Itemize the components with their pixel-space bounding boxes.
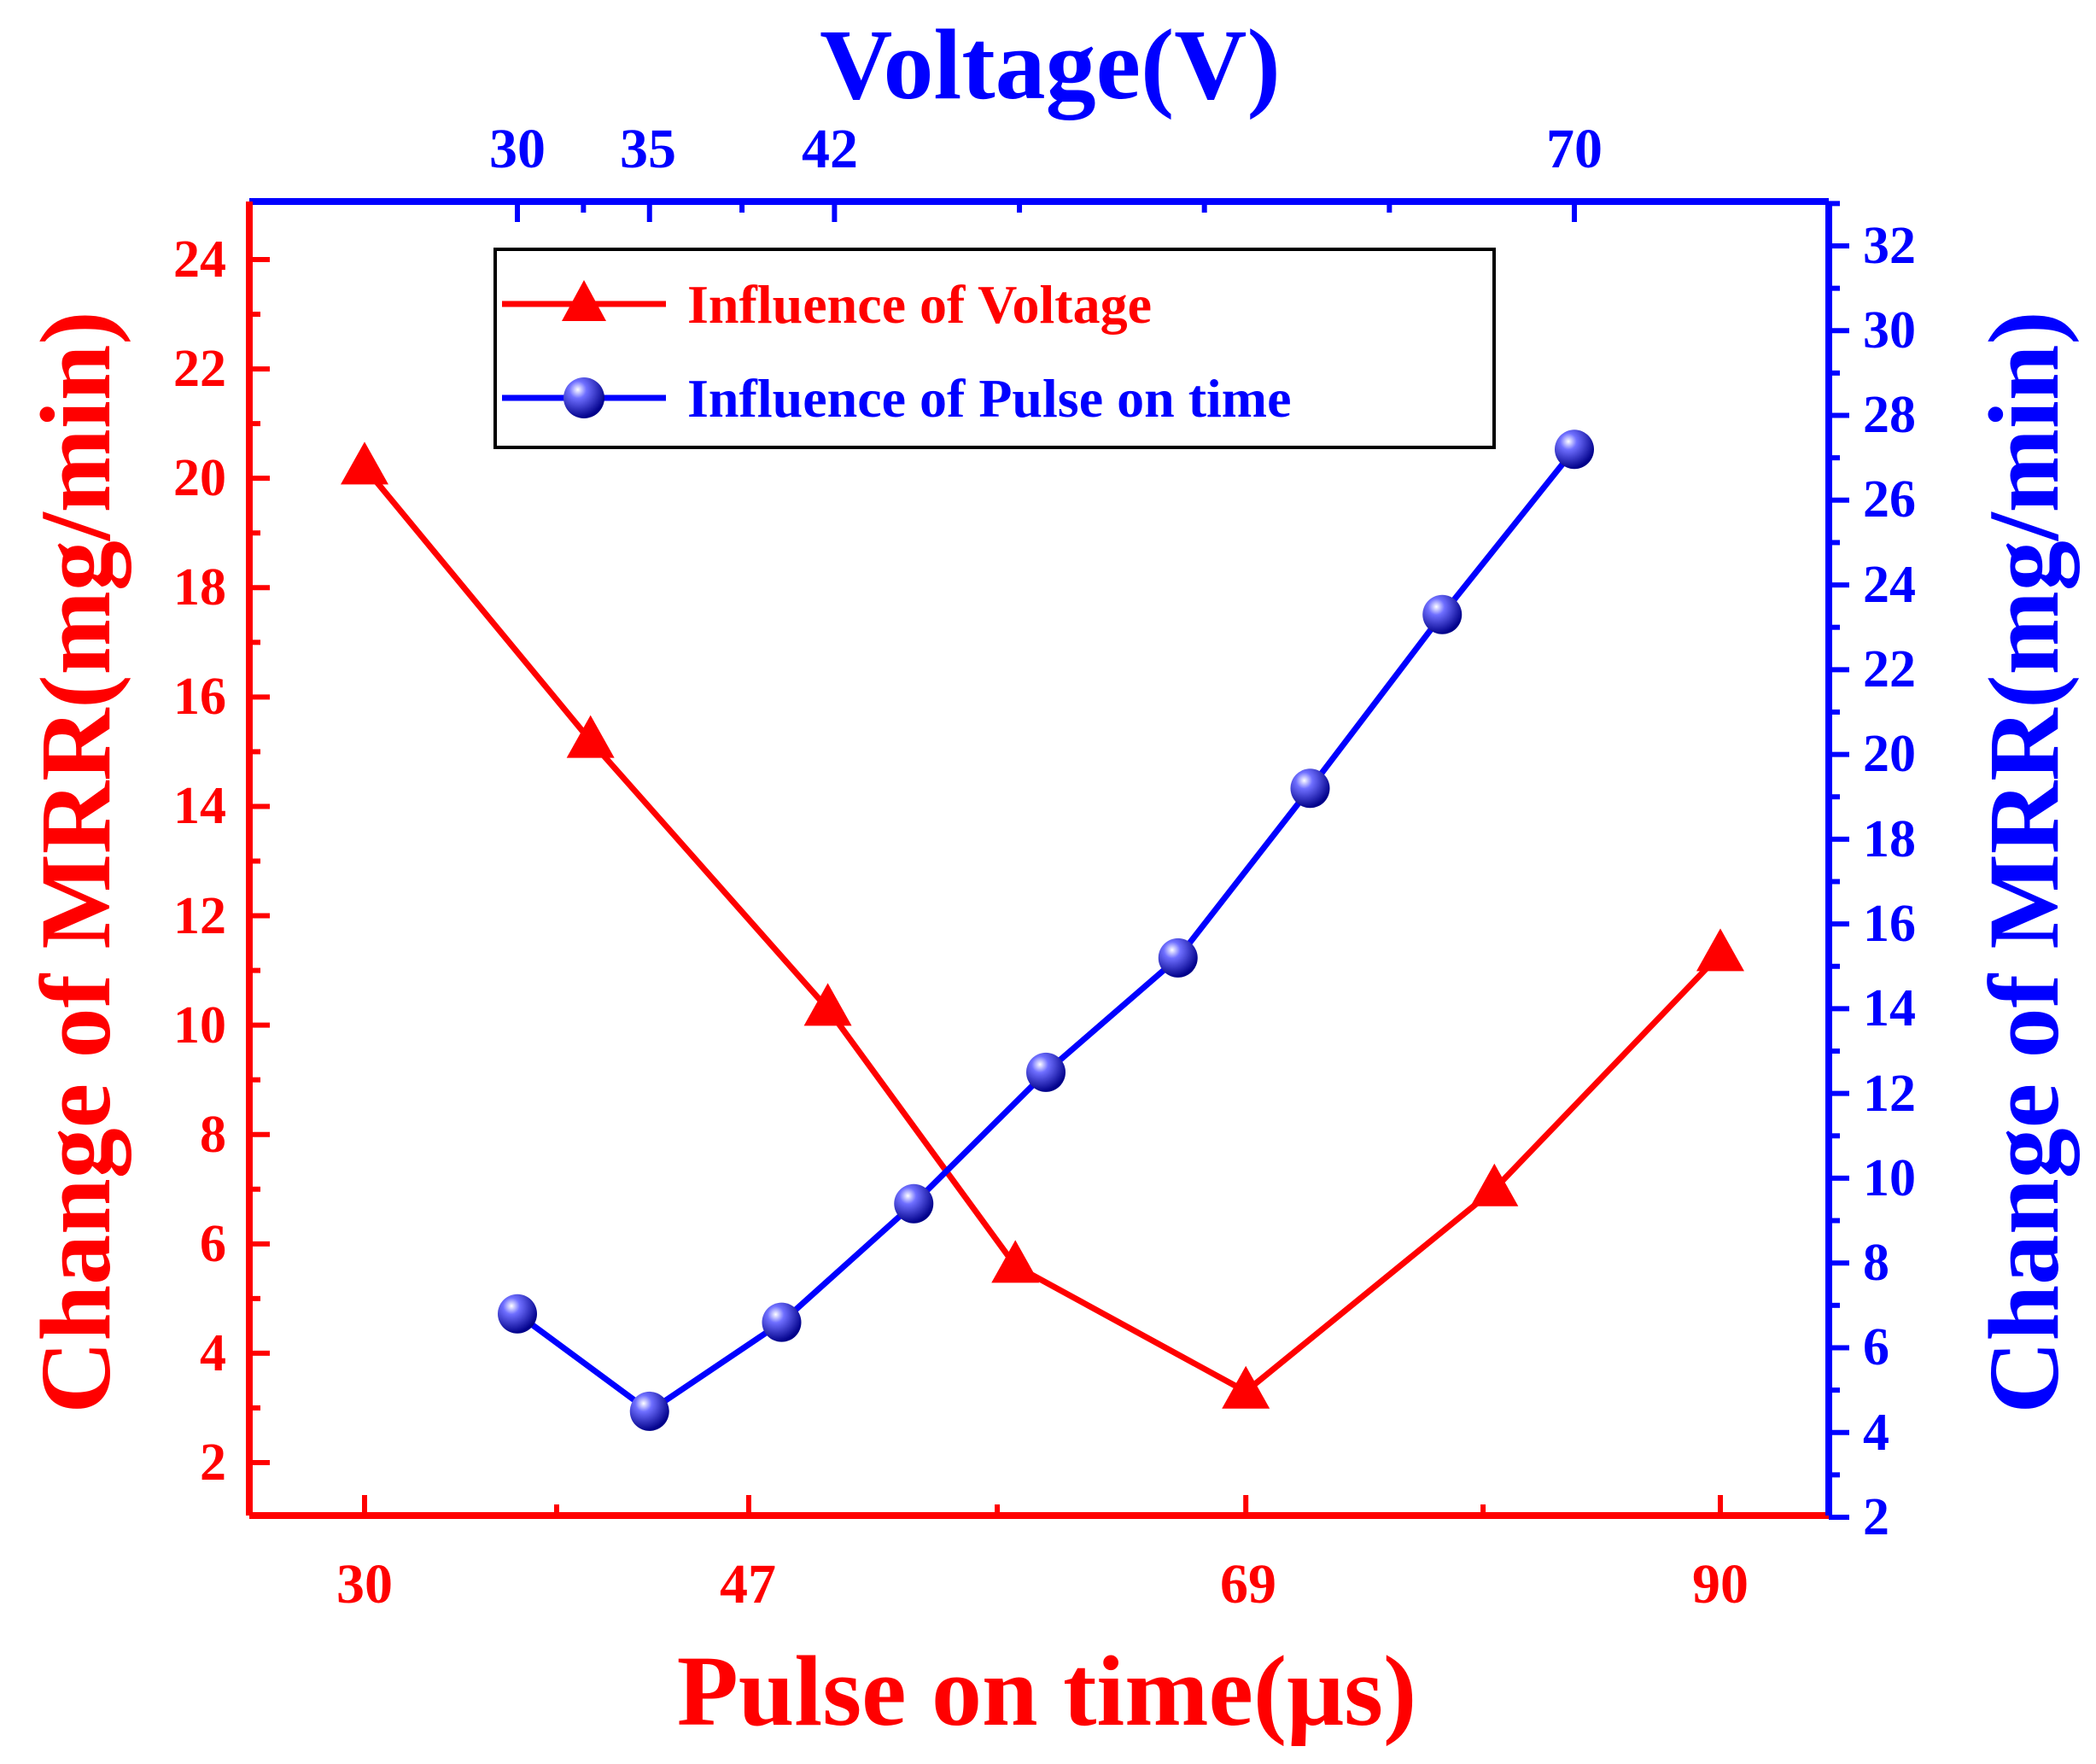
left-tick-label: 12: [173, 887, 226, 945]
pulse-series-markers: [498, 429, 1594, 1431]
bottom-tick-label: 90: [1692, 1553, 1749, 1615]
legend-box: [493, 248, 1496, 449]
voltage-series-line: [362, 465, 1723, 1395]
left-tick-label: 10: [173, 996, 226, 1054]
legend-pulse-label: Influence of Pulse on time: [687, 368, 1292, 429]
right-tick-label: 20: [1863, 725, 1916, 783]
top-tick-label: 30: [489, 118, 546, 180]
bottom-tick-labels: 30 47 69 90: [336, 1553, 1749, 1615]
legend-voltage-label: Influence of Voltage: [687, 274, 1152, 335]
bottom-tick-label: 69: [1220, 1553, 1276, 1615]
left-tick-label: 14: [173, 777, 226, 835]
right-tick-label: 28: [1863, 386, 1916, 444]
right-tick-label: 18: [1863, 810, 1916, 868]
left-tick-label: 4: [200, 1324, 226, 1382]
right-tick-label: 22: [1863, 640, 1916, 698]
top-tick-labels: 30 35 42 70: [489, 118, 1603, 180]
left-axis-title: Change of MRR(mg/min): [20, 311, 131, 1413]
right-tick-label: 30: [1863, 301, 1916, 359]
pulse-data-point: [762, 1302, 802, 1342]
pulse-data-point: [894, 1183, 934, 1224]
pulse-data-point: [1026, 1052, 1066, 1092]
left-tick-labels: 2 4 6 8 10 12 14 16 18 20 22 24: [173, 231, 226, 1492]
right-tick-label: 14: [1863, 979, 1916, 1037]
top-axis-title: Voltage(V): [820, 9, 1281, 120]
voltage-data-point: [803, 983, 852, 1026]
left-tick-label: 22: [173, 340, 226, 398]
right-tick-labels: 2 4 6 8 10 12 14 16 18 20 22 24 26 28 30…: [1863, 217, 1916, 1546]
left-tick-label: 8: [200, 1106, 226, 1164]
top-tick-label: 42: [802, 118, 858, 180]
left-tick-label: 24: [173, 231, 226, 289]
axis-ticks: [249, 201, 1849, 1520]
right-tick-label: 2: [1863, 1488, 1889, 1546]
legend-sphere-icon: [563, 377, 604, 418]
right-tick-label: 32: [1863, 217, 1916, 275]
bottom-axis-title: Pulse on time(μs): [677, 1635, 1417, 1747]
pulse-data-point: [1555, 429, 1594, 470]
left-tick-label: 18: [173, 558, 226, 616]
left-tick-label: 16: [173, 668, 226, 726]
right-tick-label: 16: [1863, 895, 1916, 953]
top-tick-label: 35: [620, 118, 676, 180]
bottom-tick-label: 47: [720, 1553, 776, 1615]
left-tick-label: 6: [200, 1215, 226, 1273]
right-axis-title: Change of MRR(mg/min): [1968, 311, 2080, 1413]
voltage-data-point: [566, 715, 615, 758]
pulse-data-point: [629, 1391, 669, 1431]
bottom-tick-label: 30: [336, 1553, 393, 1615]
pulse-data-point: [498, 1294, 537, 1334]
voltage-data-point: [341, 441, 388, 485]
right-tick-label: 8: [1863, 1234, 1889, 1292]
right-tick-label: 24: [1863, 556, 1916, 614]
voltage-series-markers: [341, 441, 1744, 1409]
right-tick-label: 4: [1863, 1404, 1889, 1462]
right-tick-label: 6: [1863, 1318, 1889, 1376]
top-tick-label: 70: [1546, 118, 1603, 180]
voltage-data-point: [1470, 1163, 1519, 1206]
right-tick-label: 10: [1863, 1149, 1916, 1207]
left-tick-label: 2: [200, 1434, 226, 1492]
pulse-data-point: [1422, 594, 1463, 634]
right-tick-label: 26: [1863, 470, 1916, 529]
pulse-data-point: [1290, 768, 1330, 809]
pulse-series-line: [515, 447, 1577, 1416]
left-tick-label: 20: [173, 449, 226, 507]
pulse-data-point: [1158, 937, 1198, 978]
voltage-data-point: [1222, 1365, 1270, 1409]
voltage-data-point: [1696, 928, 1744, 972]
legend-triangle-icon: [562, 280, 606, 321]
voltage-data-point: [991, 1240, 1040, 1283]
right-tick-label: 12: [1863, 1065, 1916, 1123]
legend: Influence of Voltage Influence of Pulse …: [493, 248, 1496, 449]
